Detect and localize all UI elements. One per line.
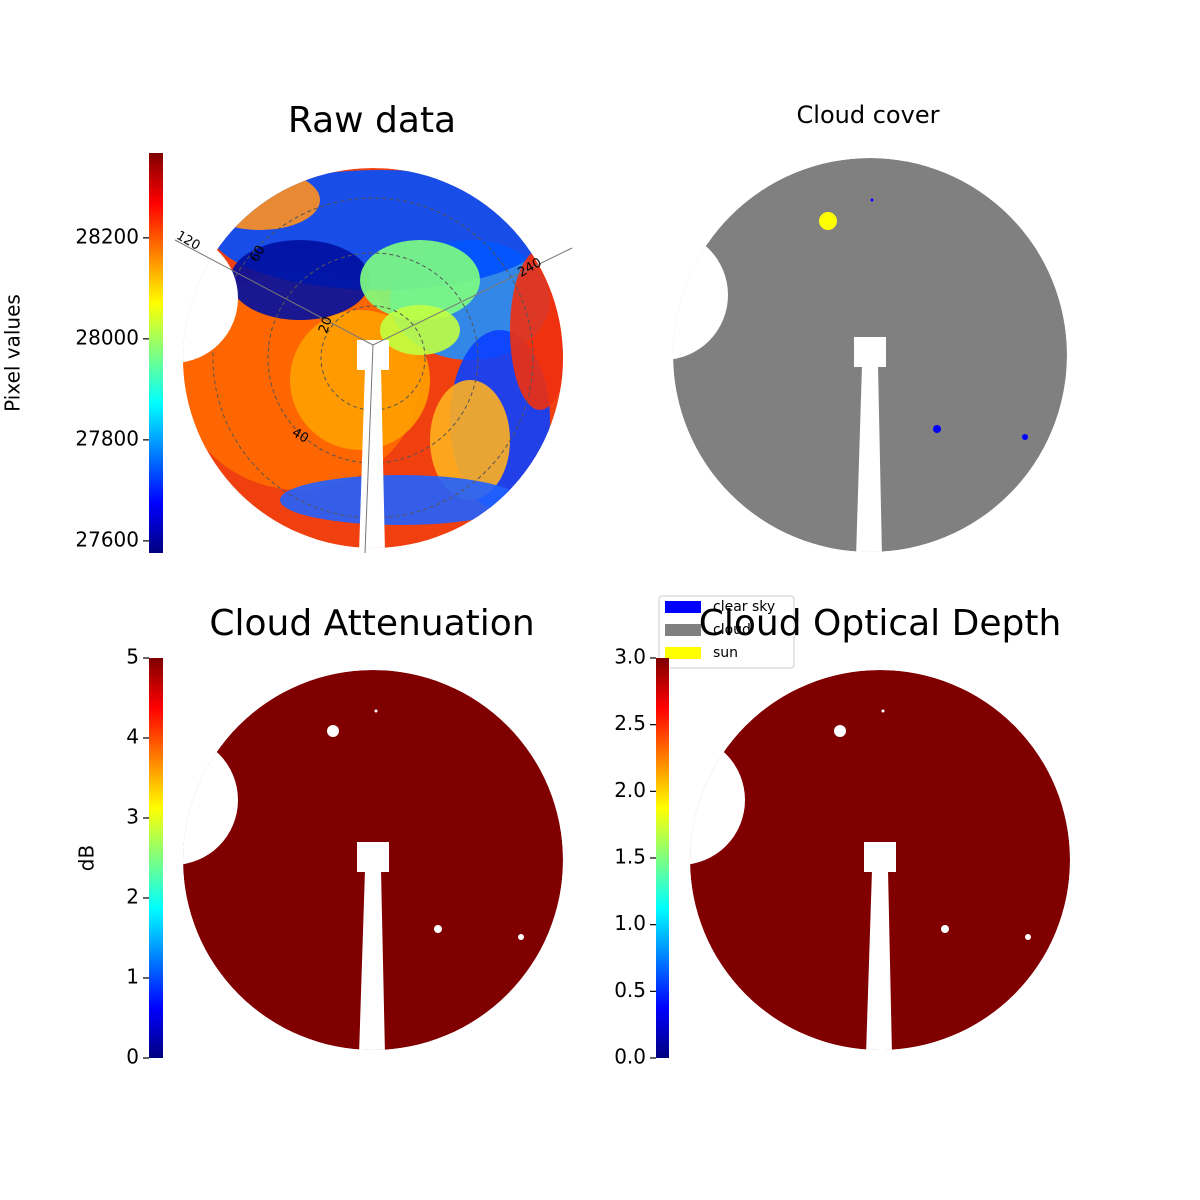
mask-block <box>357 842 389 872</box>
panel: Cloud Optical Depth 0.0 0.5 1.0 1.5 2.0 2.5 3.0 <box>614 603 1070 1069</box>
polar-grid <box>212 197 534 519</box>
legend-swatch <box>665 647 701 659</box>
colorbar-tick-label: 2.5 <box>614 711 646 735</box>
mask-stripe <box>856 365 882 552</box>
mask-stripe <box>359 870 385 1050</box>
mask-cut <box>673 158 725 235</box>
clear-region <box>1022 434 1028 440</box>
mask-stripe <box>359 368 385 548</box>
polar-label: 40 <box>289 425 311 446</box>
mask-stripe <box>866 870 892 1050</box>
sky-region <box>280 475 520 525</box>
panel: Raw data12060240204027600278002800028200… <box>1 100 573 554</box>
mask-hole <box>327 725 339 737</box>
mask-hole <box>834 725 846 737</box>
mask-block <box>854 337 886 367</box>
colorbar-tick-label: 28000 <box>75 325 139 349</box>
colorbar <box>149 658 163 1058</box>
mask-hole <box>941 925 949 933</box>
panel-title: Cloud Attenuation <box>209 603 534 644</box>
mask-cut <box>183 168 228 238</box>
mask-hole <box>881 709 885 713</box>
legend-swatch <box>665 601 701 613</box>
colorbar-tick-label: 1.0 <box>614 911 646 935</box>
panel-title: Raw data <box>288 100 456 141</box>
mask-cut <box>183 670 228 740</box>
sky-image <box>690 670 1070 1050</box>
polar-grid <box>320 305 426 411</box>
colorbar <box>656 658 669 1058</box>
sun-region <box>819 212 837 230</box>
colorbar-tick-label: 0.0 <box>614 1045 646 1069</box>
mask-cut <box>690 670 735 740</box>
legend-label: clear sky <box>713 599 775 615</box>
colorbar-tick-label: 0 <box>126 1045 139 1069</box>
legend-label: cloud <box>713 622 751 638</box>
colorbar-tick-label: 27600 <box>75 527 139 551</box>
colorbar-tick-label: 4 <box>126 725 139 749</box>
colorbar-tick-label: 2.0 <box>614 778 646 802</box>
colorbar-tick-label: 3.0 <box>614 645 646 669</box>
polar-label: 120 <box>173 228 202 253</box>
clear-region <box>870 198 874 202</box>
mask-hole <box>434 925 442 933</box>
mask-bite <box>673 230 728 360</box>
mask-hole <box>1025 934 1031 940</box>
polar-label: 60 <box>247 243 268 265</box>
colorbar-tick-label: 2 <box>126 885 139 909</box>
colorbar-tick-label: 5 <box>126 645 139 669</box>
colorbar-tick-label: 1 <box>126 965 139 989</box>
colorbar-tick-label: 1.5 <box>614 845 646 869</box>
colorbar-label: dB <box>75 845 99 871</box>
sky-image <box>183 670 563 1050</box>
panel-title: Cloud cover <box>797 101 940 129</box>
panel: Cloud Attenuation 0 1 2 3 4 5 dB <box>75 603 563 1069</box>
colorbar-tick-label: 27800 <box>75 426 139 450</box>
polar-label: 20 <box>316 315 336 336</box>
mask-hole <box>374 709 378 713</box>
colorbar-label: Pixel values <box>1 294 25 412</box>
legend: clear sky cloud sun <box>658 595 795 669</box>
polar-axis <box>174 239 374 346</box>
colorbar-tick-label: 0.5 <box>614 978 646 1002</box>
panel: Cloud cover clear sky cloud sun <box>658 101 1067 669</box>
sky-region <box>200 170 320 230</box>
sky-region <box>360 240 480 320</box>
polar-axis <box>364 344 374 554</box>
colorbar-tick-label: 3 <box>126 805 139 829</box>
polar-axis <box>372 247 573 346</box>
sky-region <box>430 380 510 500</box>
colorbar-tick-label: 28200 <box>75 224 139 248</box>
sky-image <box>673 158 1067 552</box>
colorbar <box>149 153 163 553</box>
mask-bite <box>183 735 238 865</box>
mask-block <box>864 842 896 872</box>
sky-region <box>380 305 460 355</box>
sky-image <box>183 168 563 548</box>
legend-label: sun <box>713 645 738 661</box>
legend-swatch <box>665 624 701 636</box>
panel-title: Cloud Optical Depth <box>699 603 1062 644</box>
mask-hole <box>518 934 524 940</box>
clear-region <box>933 425 941 433</box>
